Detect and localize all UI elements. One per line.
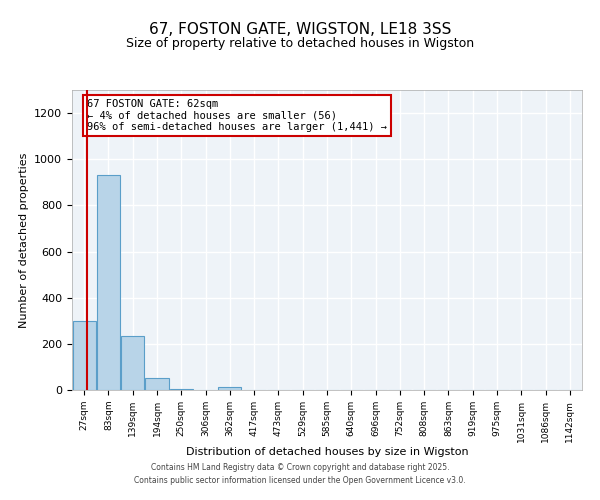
Y-axis label: Number of detached properties: Number of detached properties <box>19 152 29 328</box>
Bar <box>73 321 95 390</box>
Bar <box>170 389 193 390</box>
Text: Contains HM Land Registry data © Crown copyright and database right 2025.: Contains HM Land Registry data © Crown c… <box>151 464 449 472</box>
Text: 67 FOSTON GATE: 62sqm
← 4% of detached houses are smaller (56)
96% of semi-detac: 67 FOSTON GATE: 62sqm ← 4% of detached h… <box>88 99 388 132</box>
Text: Contains public sector information licensed under the Open Government Licence v3: Contains public sector information licen… <box>134 476 466 485</box>
Text: Size of property relative to detached houses in Wigston: Size of property relative to detached ho… <box>126 38 474 51</box>
Bar <box>121 336 144 390</box>
X-axis label: Distribution of detached houses by size in Wigston: Distribution of detached houses by size … <box>185 448 469 458</box>
Bar <box>97 176 120 390</box>
Bar <box>145 378 169 390</box>
Bar <box>218 386 241 390</box>
Text: 67, FOSTON GATE, WIGSTON, LE18 3SS: 67, FOSTON GATE, WIGSTON, LE18 3SS <box>149 22 451 38</box>
